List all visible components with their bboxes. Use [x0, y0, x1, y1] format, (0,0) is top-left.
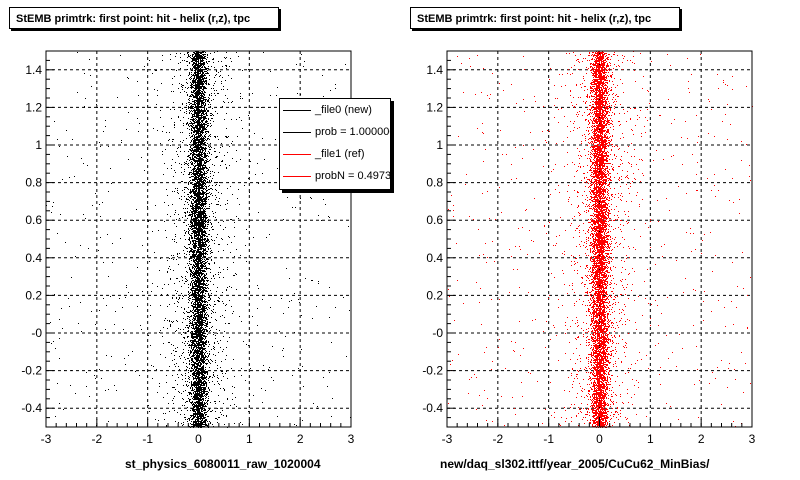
y-tick-label: 0.8: [25, 176, 42, 190]
legend-line-new: [283, 110, 311, 111]
x-axis-title-left: st_physics_6080011_raw_1020004: [125, 457, 321, 471]
y-tick-label: -0: [31, 326, 42, 340]
y-tick-label: 1.2: [426, 100, 443, 114]
scatter-dots: [46, 51, 351, 428]
y-tick-label: 0.6: [25, 213, 42, 227]
y-tick-label: 1.4: [426, 63, 443, 77]
x-tick-label: -1: [543, 432, 554, 446]
x-tick-label: 3: [749, 432, 756, 446]
y-tick-label: 1: [436, 138, 443, 152]
y-tick-label: 0.4: [426, 251, 443, 265]
scatter-points-left: [46, 51, 351, 428]
legend-line-probn: [283, 176, 311, 177]
scatter-dots: [448, 51, 753, 428]
x-tick-label: -1: [142, 432, 153, 446]
x-tick-label: 0: [195, 432, 202, 446]
plot-title-left: StEMB primtrk: first point: hit - helix …: [9, 7, 279, 29]
legend-entry-ref: _file1 (ref): [280, 145, 390, 163]
legend-entry-probn: probN = 0.497355: [280, 167, 391, 185]
x-tick-label: 2: [698, 432, 705, 446]
x-tick-label: -2: [91, 432, 102, 446]
legend-line-prob: [283, 132, 311, 133]
legend-label-prob: prob = 1.000000: [315, 126, 391, 138]
y-tick-label: 1.2: [25, 100, 42, 114]
x-tick-label: -3: [41, 432, 52, 446]
legend-entry-prob: prob = 1.000000: [280, 123, 391, 141]
y-tick-label: 1.4: [25, 63, 42, 77]
legend-label-ref: _file1 (ref): [315, 148, 365, 160]
x-tick-label: 2: [297, 432, 304, 446]
x-tick-label: 1: [647, 432, 654, 446]
legend-line-ref: [283, 154, 311, 155]
y-tick-label: -0.4: [422, 401, 443, 415]
y-tick-label: 1: [35, 138, 42, 152]
plot-title-right: StEMB primtrk: first point: hit - helix …: [410, 7, 680, 29]
legend-entry-new: _file0 (new): [280, 101, 390, 119]
y-tick-label: -0: [432, 326, 443, 340]
scatter-points-right: [448, 51, 753, 428]
y-tick-label: 0.2: [25, 288, 42, 302]
y-tick-label: 0.6: [426, 213, 443, 227]
y-tick-label: 0.2: [426, 288, 443, 302]
scatter-panel-right: -3 -2 -1 0 1 2 3 -0.4 -0.2 -0 0.2 0.4 0.6 0.8 1 1.2 1.4: [422, 50, 756, 446]
legend-box: _file0 (new) prob = 1.000000 _file1 (ref…: [279, 98, 391, 190]
legend-label-probn: probN = 0.497355: [315, 170, 391, 182]
y-tick-label: -0.2: [21, 364, 42, 378]
x-tick-label: 1: [246, 432, 253, 446]
x-tick-label: 3: [348, 432, 355, 446]
y-tick-label: 0.4: [25, 251, 42, 265]
y-tick-label: -0.2: [422, 364, 443, 378]
x-tick-label: -3: [442, 432, 453, 446]
x-axis-title-right: new/daq_sl302.ittf/year_2005/CuCu62_MinB…: [440, 457, 710, 471]
x-tick-label: -2: [492, 432, 503, 446]
y-tick-label: -0.4: [21, 401, 42, 415]
legend-label-new: _file0 (new): [315, 104, 372, 116]
x-tick-label: 0: [596, 432, 603, 446]
y-tick-label: 0.8: [426, 176, 443, 190]
